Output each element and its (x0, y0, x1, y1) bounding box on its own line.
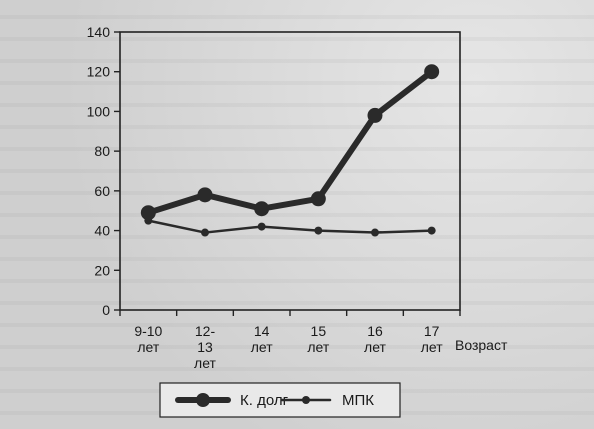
legend-swatch-marker (302, 396, 310, 404)
y-tick-label: 120 (87, 64, 111, 80)
data-point (367, 107, 383, 123)
y-tick-label: 100 (87, 103, 111, 119)
data-point (314, 226, 323, 235)
data-point (144, 216, 153, 225)
x-tick-label: 15 лет (307, 323, 329, 355)
data-point (197, 187, 213, 203)
x-tick-label: 16 лет (364, 323, 386, 355)
series-line (147, 219, 433, 234)
y-tick-label: 140 (87, 24, 111, 40)
y-tick-label: 40 (94, 223, 110, 239)
series-line (145, 68, 435, 216)
data-point (140, 205, 156, 221)
y-axis: 0 20 40 60 80 100 120 140 (87, 24, 120, 318)
series-layer (140, 64, 440, 237)
x-axis: 9-10 лет 12-13 лет 14 лет 15 лет 16 лет 17 лет (119, 310, 461, 371)
x-tick-label: 9-10 лет (134, 323, 162, 355)
x-tick-label: 14 лет (251, 323, 273, 355)
legend-label: К. долг (240, 392, 289, 409)
x-tick-label: 17 лет (421, 323, 443, 355)
y-tick-label: 60 (94, 183, 110, 199)
x-axis-label: Возраст (455, 337, 508, 353)
data-point (424, 64, 440, 80)
data-point (427, 226, 436, 235)
data-point (371, 228, 379, 237)
data-point (254, 201, 270, 217)
y-tick-label: 20 (94, 262, 110, 278)
legend-swatch-marker (196, 393, 210, 407)
data-point (201, 228, 209, 237)
y-tick-label: 80 (94, 143, 110, 159)
x-tick-label: 12-13 лет (194, 323, 216, 371)
legend-label: МПК (342, 392, 374, 409)
data-point (310, 191, 326, 207)
data-point (257, 222, 266, 231)
legend: К. долг МПК (159, 382, 401, 418)
y-tick-label: 0 (102, 302, 110, 318)
plot-area (119, 31, 461, 311)
